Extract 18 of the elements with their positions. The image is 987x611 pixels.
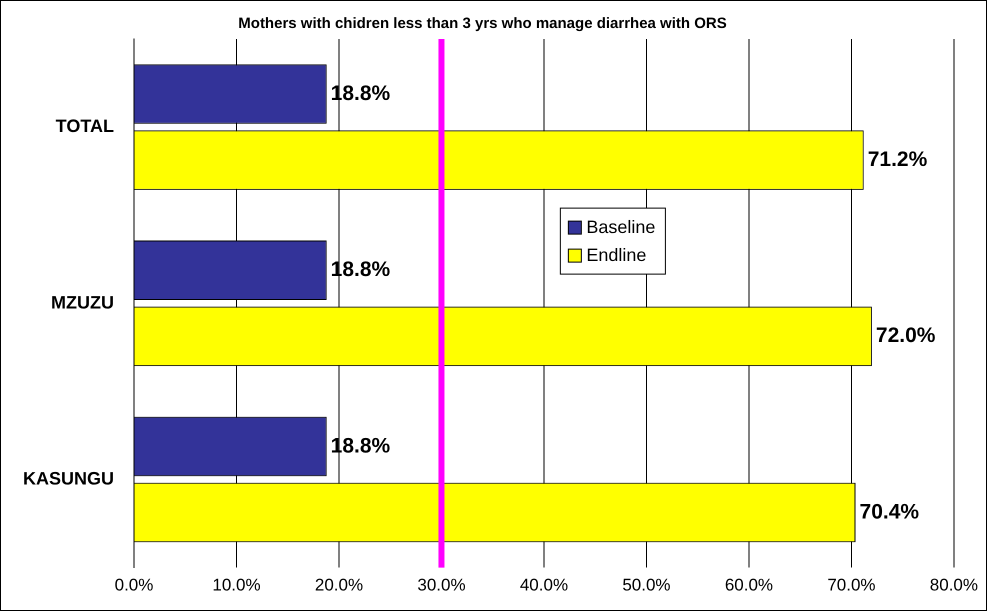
x-tick-label: 10.0% (212, 575, 261, 594)
x-tick-label: 60.0% (724, 575, 774, 594)
x-tick-label: 40.0% (520, 575, 568, 594)
data-label: 71.2% (868, 148, 928, 171)
x-tick-label: 50.0% (622, 575, 671, 594)
data-label: 72.0% (876, 324, 936, 348)
y-tick-label: TOTAL (56, 116, 114, 136)
y-tick-label: KASUNGU (22, 468, 114, 488)
legend-label: Endline (586, 245, 646, 266)
x-tick-label: 20.0% (314, 575, 364, 594)
x-tick-label: 80.0% (930, 575, 978, 594)
data-label: 70.4% (860, 500, 920, 524)
x-tick-label: 0.0% (114, 575, 154, 594)
y-tick-label: MZUZU (51, 292, 114, 312)
legend-label: Baseline (586, 217, 656, 238)
x-tick-label: 30.0% (417, 575, 466, 594)
chart-title: Mothers with chidren less than 3 yrs who manage diarrhea with ORS (238, 15, 727, 32)
x-tick-label: 70.0% (827, 575, 876, 594)
